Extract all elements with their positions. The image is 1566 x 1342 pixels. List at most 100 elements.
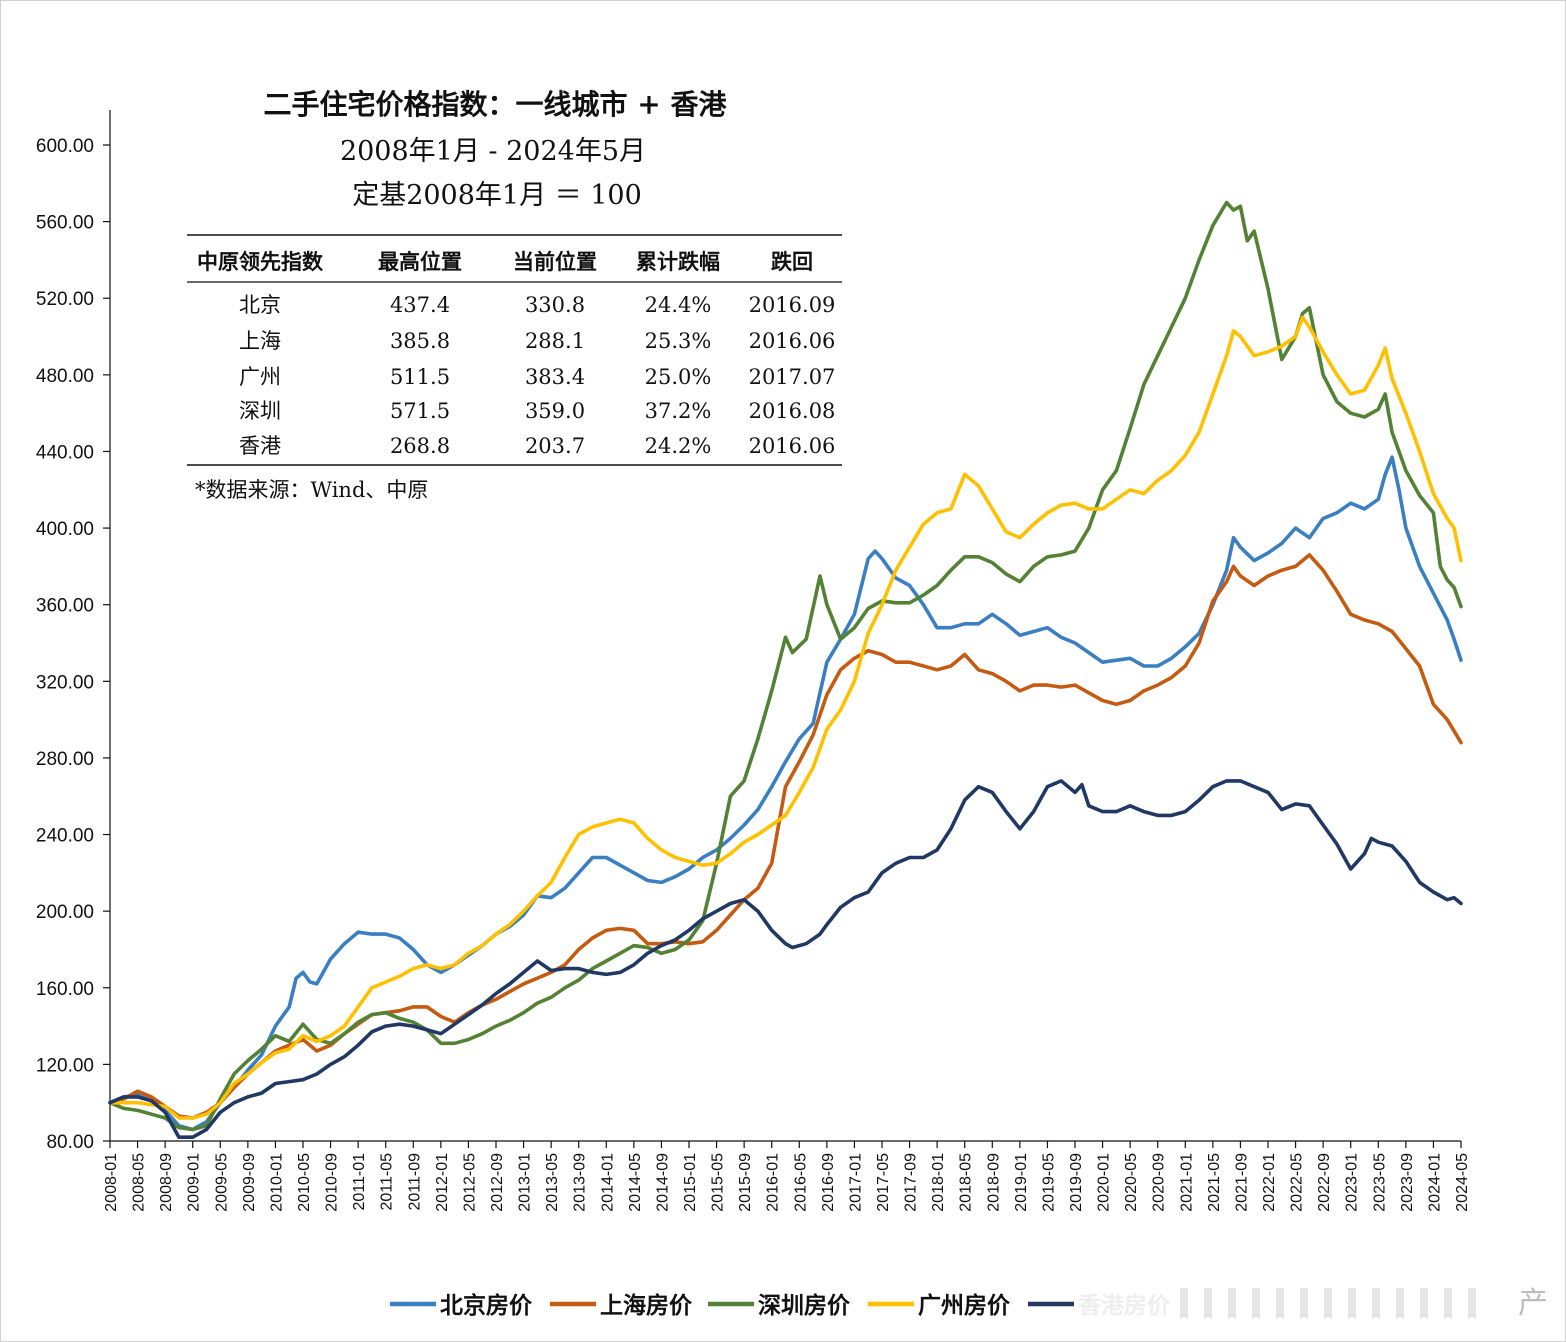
x-tick-label: 2015-05 [710, 1153, 727, 1212]
y-tick-label: 280.00 [36, 749, 94, 770]
x-tick-label: 2012-09 [489, 1153, 506, 1212]
y-tick-label: 600.00 [36, 136, 94, 157]
table-cell: 571.5 [390, 399, 450, 423]
x-tick-label: 2011-05 [379, 1153, 396, 1211]
table-cell: 203.7 [525, 434, 585, 458]
x-tick-label: 2022-05 [1289, 1153, 1306, 1212]
watermark-bar [1396, 1288, 1404, 1318]
x-tick-label: 2010-09 [324, 1153, 341, 1212]
y-tick-label: 360.00 [36, 596, 94, 617]
y-tick-label: 200.00 [36, 902, 94, 923]
x-tick-label: 2017-05 [875, 1153, 892, 1212]
table-cell: 广州 [239, 365, 281, 389]
table-cell: 25.0% [645, 365, 712, 389]
table-cell: 383.4 [525, 365, 585, 389]
y-tick-label: 440.00 [36, 442, 94, 463]
x-tick-label: 2023-01 [1344, 1153, 1361, 1212]
table-cell: 24.2% [645, 434, 712, 458]
watermark-bar [1420, 1288, 1428, 1318]
axes [109, 110, 1461, 1142]
x-tick-label: 2008-01 [103, 1153, 120, 1212]
series-layer [108, 200, 1463, 1139]
table-cell: 2016.06 [749, 434, 836, 458]
watermark-bar [1228, 1288, 1236, 1318]
x-tick-label: 2023-09 [1399, 1153, 1416, 1212]
table-header-cell: 跌回 [771, 249, 813, 274]
x-tick-label: 2014-09 [654, 1153, 671, 1212]
legend-label-1: 上海房价 [600, 1292, 693, 1319]
table-cell: 330.8 [525, 293, 585, 317]
series-line-0 [108, 455, 1463, 1132]
x-tick-label: 2010-05 [296, 1153, 313, 1212]
table-cell: 2016.09 [749, 293, 836, 317]
x-tick-label: 2014-05 [627, 1153, 644, 1212]
x-tick-label: 2012-05 [461, 1153, 478, 1212]
legend: 北京房价上海房价深圳房价广州房价香港房价 [390, 1280, 1514, 1324]
watermark-bar [1348, 1288, 1356, 1318]
x-tick-label: 2013-05 [544, 1153, 561, 1212]
x-tick-label: 2021-09 [1233, 1153, 1250, 1212]
series-line-2 [108, 200, 1463, 1132]
x-tick-label: 2018-09 [985, 1153, 1002, 1212]
x-tick-label: 2013-09 [572, 1153, 589, 1212]
x-tick-label: 2016-05 [792, 1153, 809, 1212]
table-cell: 2017.07 [749, 365, 836, 389]
chart-subtitle: 2008年1月 - 2024年5月 [340, 136, 646, 167]
series-line-3 [108, 315, 1463, 1120]
table-header-cell: 当前位置 [513, 249, 597, 274]
table-cell: 2016.08 [749, 399, 836, 423]
y-tick-label: 520.00 [36, 289, 94, 310]
watermark-bar [1300, 1288, 1308, 1318]
table-header-cell: 累计跌幅 [636, 249, 720, 274]
x-tick-label: 2023-05 [1371, 1153, 1388, 1212]
table-cell: 37.2% [645, 399, 712, 423]
chart-title: 二手住宅价格指数：一线城市 + 香港 [264, 88, 728, 121]
x-tick-label: 2009-05 [213, 1153, 230, 1212]
table-header-cell: 中原领先指数 [197, 249, 324, 274]
x-tick-label: 2012-01 [434, 1153, 451, 1212]
watermark-bar [1468, 1288, 1476, 1318]
x-tick-label: 2021-01 [1178, 1153, 1195, 1212]
table-cell: 288.1 [525, 329, 585, 353]
watermark-bar [1252, 1288, 1260, 1318]
table-cell: 359.0 [525, 399, 585, 423]
table-cell: 24.4% [645, 293, 712, 317]
x-tick-label: 2009-01 [186, 1153, 203, 1212]
x-tick-label: 2016-01 [765, 1153, 782, 1212]
legend-label-2: 深圳房价 [758, 1292, 851, 1319]
x-tick-label: 2008-05 [131, 1153, 148, 1212]
x-tick-label: 2015-01 [682, 1153, 699, 1212]
x-tick-label: 2022-09 [1316, 1153, 1333, 1212]
x-tick-label: 2009-09 [241, 1153, 258, 1212]
watermark-bar [1276, 1288, 1284, 1318]
x-tick-label: 2020-01 [1096, 1153, 1113, 1212]
table-cell: 上海 [239, 329, 281, 353]
x-tick-label: 2022-01 [1261, 1153, 1278, 1212]
x-tick-label: 2019-01 [1013, 1153, 1030, 1212]
x-tick-label: 2008-09 [158, 1153, 175, 1212]
table-cell: 437.4 [390, 293, 450, 317]
x-tick-label: 2013-01 [517, 1153, 534, 1212]
table-cell: 268.8 [390, 434, 450, 458]
y-tick-label: 120.00 [36, 1055, 94, 1076]
x-tick-label: 2017-01 [847, 1153, 864, 1212]
data-source-note: *数据来源：Wind、中原 [195, 478, 428, 502]
x-tick-label: 2011-01 [351, 1153, 368, 1211]
x-tick-label: 2019-09 [1068, 1153, 1085, 1212]
y-tick-label: 560.00 [36, 213, 94, 234]
y-axis-ticks: 80.00 120.00 160.00 200.00 240.00 280.00 320.0… [36, 136, 110, 1153]
table-cell: 深圳 [239, 399, 281, 423]
x-tick-label: 2018-05 [958, 1153, 975, 1212]
x-tick-label: 2014-01 [599, 1153, 616, 1212]
series-line-4 [108, 779, 1463, 1139]
x-tick-label: 2016-09 [820, 1153, 837, 1212]
table-cell: 385.8 [390, 329, 450, 353]
table-header-cell: 最高位置 [378, 249, 462, 274]
y-tick-label: 160.00 [36, 979, 94, 1000]
y-tick-label: 80.00 [46, 1132, 94, 1153]
table-cell: 2016.06 [749, 329, 836, 353]
y-tick-label: 480.00 [36, 366, 94, 387]
table-cell: 香港 [239, 434, 281, 458]
